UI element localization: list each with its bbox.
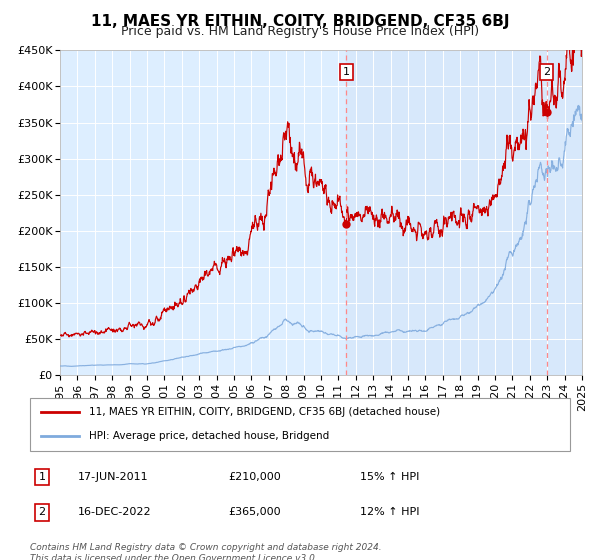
FancyBboxPatch shape xyxy=(30,398,570,451)
Text: 1: 1 xyxy=(38,472,46,482)
Bar xyxy=(346,50,582,375)
Text: Price paid vs. HM Land Registry's House Price Index (HPI): Price paid vs. HM Land Registry's House … xyxy=(121,25,479,38)
Text: 12% ↑ HPI: 12% ↑ HPI xyxy=(360,507,419,517)
Text: 17-JUN-2011: 17-JUN-2011 xyxy=(78,472,149,482)
Text: £210,000: £210,000 xyxy=(228,472,281,482)
Text: 2: 2 xyxy=(543,67,550,77)
Text: 11, MAES YR EITHIN, COITY, BRIDGEND, CF35 6BJ (detached house): 11, MAES YR EITHIN, COITY, BRIDGEND, CF3… xyxy=(89,408,440,418)
Text: Contains HM Land Registry data © Crown copyright and database right 2024.
This d: Contains HM Land Registry data © Crown c… xyxy=(30,543,382,560)
Text: 2: 2 xyxy=(38,507,46,517)
Text: 15% ↑ HPI: 15% ↑ HPI xyxy=(360,472,419,482)
Text: 11, MAES YR EITHIN, COITY, BRIDGEND, CF35 6BJ: 11, MAES YR EITHIN, COITY, BRIDGEND, CF3… xyxy=(91,14,509,29)
Text: 1: 1 xyxy=(343,67,350,77)
Text: HPI: Average price, detached house, Bridgend: HPI: Average price, detached house, Brid… xyxy=(89,431,329,441)
Text: 16-DEC-2022: 16-DEC-2022 xyxy=(78,507,152,517)
Text: £365,000: £365,000 xyxy=(228,507,281,517)
